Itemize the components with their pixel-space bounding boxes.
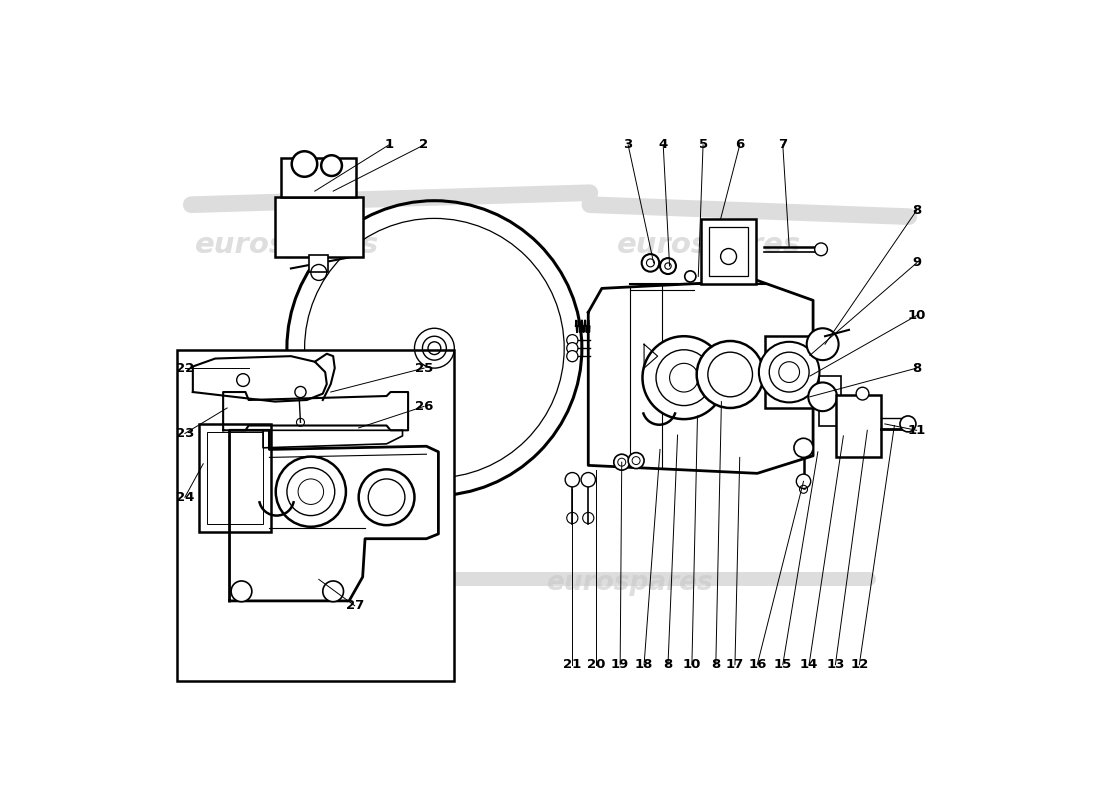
Bar xyxy=(702,219,756,285)
Circle shape xyxy=(295,386,306,398)
Text: 8: 8 xyxy=(712,658,720,671)
Text: 16: 16 xyxy=(748,658,767,671)
Text: 14: 14 xyxy=(800,658,818,671)
Text: 11: 11 xyxy=(908,424,926,437)
Circle shape xyxy=(815,243,827,256)
Text: 8: 8 xyxy=(912,362,922,374)
Text: eurospares: eurospares xyxy=(547,570,713,596)
Circle shape xyxy=(292,151,317,177)
Text: 5: 5 xyxy=(698,138,707,151)
Circle shape xyxy=(856,387,869,400)
Circle shape xyxy=(900,416,916,432)
Polygon shape xyxy=(263,430,403,448)
Circle shape xyxy=(614,454,629,470)
Circle shape xyxy=(696,341,763,408)
Text: 6: 6 xyxy=(735,138,745,151)
Polygon shape xyxy=(230,430,439,601)
Circle shape xyxy=(759,342,820,402)
Circle shape xyxy=(231,581,252,602)
Bar xyxy=(710,227,748,277)
Text: eurospares: eurospares xyxy=(617,230,802,258)
Text: 20: 20 xyxy=(587,658,605,671)
Circle shape xyxy=(581,473,595,487)
Circle shape xyxy=(660,258,676,274)
Polygon shape xyxy=(192,356,327,402)
Bar xyxy=(836,395,881,458)
Text: 10: 10 xyxy=(908,309,926,322)
Text: 15: 15 xyxy=(773,658,792,671)
Bar xyxy=(280,158,356,197)
Text: 7: 7 xyxy=(778,138,788,151)
Text: 9: 9 xyxy=(912,256,922,270)
Circle shape xyxy=(276,457,345,526)
Text: 3: 3 xyxy=(624,138,632,151)
Text: 19: 19 xyxy=(610,658,629,671)
Circle shape xyxy=(566,342,578,354)
Text: 1: 1 xyxy=(384,138,394,151)
Text: 26: 26 xyxy=(415,400,433,413)
Bar xyxy=(275,197,363,257)
Text: 18: 18 xyxy=(635,658,653,671)
Circle shape xyxy=(794,438,813,458)
Bar xyxy=(199,424,271,531)
Text: 24: 24 xyxy=(176,490,194,504)
Circle shape xyxy=(322,581,343,602)
Circle shape xyxy=(566,350,578,362)
Text: 13: 13 xyxy=(826,658,845,671)
Circle shape xyxy=(642,336,725,419)
Circle shape xyxy=(565,473,580,487)
Text: 27: 27 xyxy=(345,599,364,612)
Bar xyxy=(766,336,813,408)
Text: 25: 25 xyxy=(415,362,433,374)
Circle shape xyxy=(566,334,578,346)
Text: 12: 12 xyxy=(850,658,868,671)
Text: eurospares: eurospares xyxy=(195,230,380,258)
Polygon shape xyxy=(645,344,658,368)
Text: 23: 23 xyxy=(176,427,194,440)
Text: 2: 2 xyxy=(419,138,429,151)
Polygon shape xyxy=(588,281,813,474)
Circle shape xyxy=(684,271,696,282)
Bar xyxy=(177,350,454,681)
Text: 10: 10 xyxy=(683,658,701,671)
Bar xyxy=(818,376,842,426)
Text: 17: 17 xyxy=(726,658,744,671)
Text: 22: 22 xyxy=(176,362,194,374)
Circle shape xyxy=(641,254,659,272)
Text: 8: 8 xyxy=(663,658,672,671)
Bar xyxy=(309,255,329,273)
Text: 4: 4 xyxy=(659,138,668,151)
Circle shape xyxy=(321,155,342,176)
Text: 21: 21 xyxy=(563,658,582,671)
Circle shape xyxy=(808,382,837,411)
Circle shape xyxy=(806,328,838,360)
Text: 8: 8 xyxy=(912,204,922,217)
Circle shape xyxy=(359,470,415,525)
Bar xyxy=(207,432,263,523)
Circle shape xyxy=(628,453,645,469)
Circle shape xyxy=(796,474,811,489)
Polygon shape xyxy=(223,392,408,430)
